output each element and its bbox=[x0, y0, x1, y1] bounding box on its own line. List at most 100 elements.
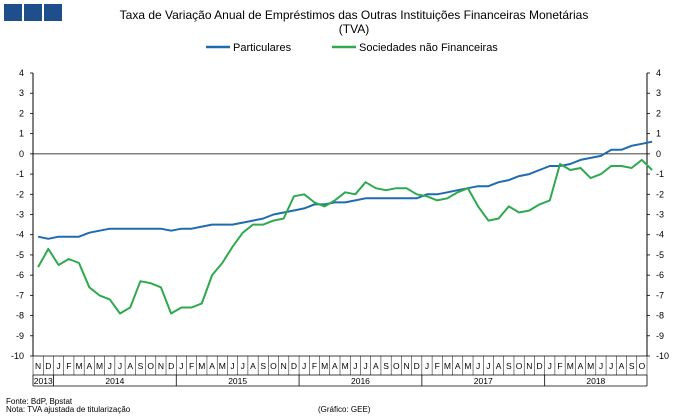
y-tick-label-left: -3 bbox=[16, 210, 24, 220]
x-month-label: J bbox=[476, 361, 480, 371]
x-month-label: S bbox=[138, 361, 144, 371]
x-month-label: J bbox=[108, 361, 112, 371]
x-month-label: J bbox=[353, 361, 357, 371]
x-month-label: M bbox=[76, 361, 83, 371]
plot-area bbox=[37, 140, 653, 315]
x-month-label: A bbox=[619, 361, 625, 371]
y-tick-label-left: -1 bbox=[16, 169, 24, 179]
x-month-label: J bbox=[118, 361, 122, 371]
series-line-particulares bbox=[37, 140, 653, 240]
y-tick-label-left: -7 bbox=[16, 290, 24, 300]
y-tick-label-left: -8 bbox=[16, 311, 24, 321]
y-tick-label-right: -9 bbox=[656, 331, 664, 341]
x-month-label: D bbox=[168, 361, 174, 371]
x-month-label: J bbox=[599, 361, 603, 371]
y-tick-label-left: 0 bbox=[19, 149, 24, 159]
x-month-label: D bbox=[291, 361, 297, 371]
y-tick-label-left: -6 bbox=[16, 270, 24, 280]
legend: Particulares Sociedades não Financeiras bbox=[206, 42, 498, 54]
x-month-label: S bbox=[629, 361, 635, 371]
y-tick-label-left: 2 bbox=[19, 108, 24, 118]
x-month-label: N bbox=[526, 361, 532, 371]
x-month-label: J bbox=[302, 361, 306, 371]
y-tick-label-right: -3 bbox=[656, 210, 664, 220]
y-tick-label-right: -6 bbox=[656, 270, 664, 280]
x-month-label: M bbox=[444, 361, 451, 371]
y-tick-label-right: 0 bbox=[656, 149, 661, 159]
x-month-label: J bbox=[241, 361, 245, 371]
y-tick-label-left: -5 bbox=[16, 250, 24, 260]
x-month-label: D bbox=[536, 361, 542, 371]
x-year-label: 2016 bbox=[351, 376, 370, 386]
legend-label-sociedades: Sociedades não Financeiras bbox=[359, 42, 498, 54]
x-year-label: 2013 bbox=[34, 376, 53, 386]
x-month-label: A bbox=[455, 361, 461, 371]
x-month-label: S bbox=[383, 361, 389, 371]
x-month-label: A bbox=[332, 361, 338, 371]
y-tick-label-left: 1 bbox=[19, 129, 24, 139]
chart-subtitle: (TVA) bbox=[339, 22, 369, 36]
x-month-label: J bbox=[425, 361, 429, 371]
x-month-label: O bbox=[393, 361, 400, 371]
y-tick-label-right: -4 bbox=[656, 230, 664, 240]
x-month-label: J bbox=[609, 361, 613, 371]
x-month-label: M bbox=[464, 361, 471, 371]
y-tick-label-left: 3 bbox=[19, 88, 24, 98]
y-tick-label-left: -9 bbox=[16, 331, 24, 341]
x-month-label: J bbox=[363, 361, 367, 371]
x-month-label: N bbox=[158, 361, 164, 371]
y-tick-label-right: 4 bbox=[656, 68, 661, 78]
x-month-label: M bbox=[219, 361, 226, 371]
x-month-label: N bbox=[35, 361, 41, 371]
x-month-label: A bbox=[127, 361, 133, 371]
y-tick-label-left: 4 bbox=[19, 68, 24, 78]
y-tick-label-right: 2 bbox=[656, 108, 661, 118]
x-month-label: F bbox=[435, 361, 440, 371]
y-tick-label-right: -2 bbox=[656, 189, 664, 199]
x-month-label: M bbox=[567, 361, 574, 371]
axes: 4 4 3 3 2 2 1 1 0 0 -1 -1 -2 -2 -3 -3 -4 -4 -5 -5 -6 -6 -7 -7 -8… bbox=[11, 68, 669, 361]
x-year-label: 2018 bbox=[586, 376, 605, 386]
x-month-label: A bbox=[86, 361, 92, 371]
x-month-label: M bbox=[96, 361, 103, 371]
x-month-label: F bbox=[312, 361, 317, 371]
x-month-label: N bbox=[281, 361, 287, 371]
x-month-label: O bbox=[516, 361, 523, 371]
y-tick-label-right: 1 bbox=[656, 129, 661, 139]
x-month-label: J bbox=[486, 361, 490, 371]
x-year-label: 2014 bbox=[105, 376, 124, 386]
y-tick-label-right: 3 bbox=[656, 88, 661, 98]
footnote: Nota: TVA ajustada de titularização bbox=[6, 405, 131, 414]
x-month-label: F bbox=[557, 361, 562, 371]
x-year-label: 2017 bbox=[474, 376, 493, 386]
x-month-label: M bbox=[321, 361, 328, 371]
x-month-label: F bbox=[66, 361, 71, 371]
x-month-label: J bbox=[179, 361, 183, 371]
chart-title: Taxa de Variação Anual de Empréstimos da… bbox=[120, 8, 589, 22]
x-month-label: A bbox=[373, 361, 379, 371]
x-month-label: A bbox=[209, 361, 215, 371]
y-tick-label-right: -7 bbox=[656, 290, 664, 300]
x-month-label: M bbox=[342, 361, 349, 371]
y-tick-label-right: -5 bbox=[656, 250, 664, 260]
series-line-sociedades bbox=[37, 158, 653, 315]
credit-note: (Gráfico: GEE) bbox=[318, 405, 371, 414]
x-month-label: A bbox=[578, 361, 584, 371]
x-month-label: O bbox=[270, 361, 277, 371]
x-month-label: D bbox=[414, 361, 420, 371]
y-tick-label-left: -4 bbox=[16, 230, 24, 240]
x-month-label: J bbox=[230, 361, 234, 371]
x-month-label: A bbox=[496, 361, 502, 371]
y-tick-label-right: -10 bbox=[656, 351, 669, 361]
x-year-label: 2015 bbox=[228, 376, 247, 386]
x-month-label: O bbox=[147, 361, 154, 371]
y-tick-label-right: -1 bbox=[656, 169, 664, 179]
legend-label-particulares: Particulares bbox=[233, 42, 292, 54]
x-month-label: M bbox=[198, 361, 205, 371]
x-month-label: N bbox=[403, 361, 409, 371]
source-note: Fonte: BdP, Bpstat bbox=[6, 397, 73, 406]
x-month-label: S bbox=[506, 361, 512, 371]
x-month-label: J bbox=[56, 361, 60, 371]
x-month-label: M bbox=[587, 361, 594, 371]
